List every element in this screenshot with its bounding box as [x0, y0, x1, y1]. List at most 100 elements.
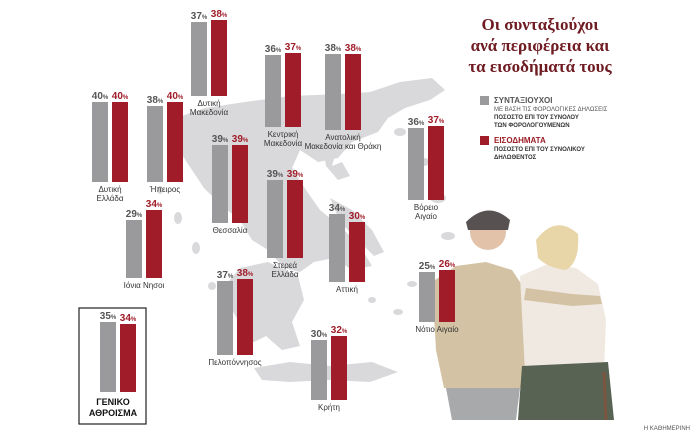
value-label-income-r12: 32% — [331, 325, 348, 336]
bar-income-r0 — [211, 20, 227, 96]
value-label-pensioners-r6: 39% — [267, 169, 284, 180]
value-label-pensioners-r11: 25% — [419, 261, 436, 272]
legend-income-desc-1: ΠΟΣΟΣΤΟ ΕΠΙ ΤΟΥ ΣΥΝΟΛΙΚΟΥ — [494, 147, 585, 153]
region-label-r11-1: Νότιο Αιγαίο — [415, 325, 459, 334]
bar-income-r1 — [112, 102, 128, 182]
region-group-r10: 37% 38% Πελοπόννησος — [208, 268, 261, 367]
region-label-r6-2: Ελλάδα — [272, 270, 299, 279]
bar-pensioners-r12 — [311, 340, 327, 400]
bar-income-r11 — [439, 270, 455, 322]
bar-income-r9 — [349, 222, 365, 282]
bar-pensioners-r11 — [419, 272, 435, 322]
value-label-income-r11: 26% — [439, 259, 456, 270]
woman-hair-shape — [536, 225, 579, 270]
bar-pensioners-r4 — [325, 54, 341, 130]
cane-shape — [602, 371, 608, 421]
title-line-1: Οι συνταξιούχοι — [481, 15, 599, 34]
bar-income-r6 — [287, 180, 303, 258]
bar-pensioners-r5 — [212, 145, 228, 223]
region-group-r9: 34%30% Αττική — [329, 203, 366, 294]
region-label-r5-1: Θεσσαλία — [213, 226, 248, 235]
region-label-r3-1: Κεντρική — [268, 130, 299, 139]
value-label-income-r2: 40% — [167, 91, 184, 102]
region-label-r1-1: Δυτική — [98, 185, 121, 194]
value-label-pensioners-r0: 37% — [191, 11, 208, 22]
value-label-pensioners-r9: 34% — [329, 203, 346, 214]
value-label-pensioners-r8: 29% — [126, 209, 143, 220]
region-group-r5: 39% 39% Θεσσαλία — [212, 134, 249, 235]
bar-pensioners-r6 — [267, 180, 283, 258]
man-cap-icon — [466, 210, 510, 230]
region-label-r2-1: Ήπειρος — [149, 185, 181, 194]
bar-pensioners-r8 — [126, 220, 142, 278]
value-label-pensioners-r2: 38% — [147, 95, 164, 106]
value-label-pensioners-r10: 37% — [217, 270, 234, 281]
region-group-r11: 25% 26% Νότιο Αιγαίο — [415, 259, 459, 334]
region-label-r6-1: Στερεά — [273, 261, 297, 270]
region-label-r3-2: Μακεδονία — [264, 139, 303, 148]
value-label-pensioners-r7: 36% — [408, 117, 425, 128]
title-block: Οι συνταξιούχοι ανά περιφέρεια και τα ει… — [468, 15, 612, 76]
region-label-r0-1: Δυτική — [197, 99, 220, 108]
value-label-income-r3: 37% — [285, 42, 302, 53]
legend-income-desc-2: ΔΗΛΩΘΕΝΤΟΣ — [494, 155, 537, 161]
bar-pensioners-r10 — [217, 281, 233, 355]
value-label-income-total: 34% — [120, 313, 137, 324]
legend-pensioners-desc-1: ΠΟΣΟΣΤΟ ΕΠΙ ΤΟΥ ΣΥΝΟΛΟΥ — [494, 115, 579, 121]
total-box-frame — [78, 307, 147, 425]
bar-income-r12 — [331, 336, 347, 400]
source-credit: Η ΚΑΘΗΜΕΡΙΝΗ — [644, 426, 690, 432]
bar-pensioners-total — [100, 322, 116, 392]
region-label-r12-1: Κρήτη — [318, 403, 340, 412]
value-label-pensioners-total: 35% — [100, 311, 117, 322]
region-label-r4-2: Μακεδονία και Θράκη — [305, 142, 382, 151]
woman-arm-shape — [524, 288, 602, 306]
bar-pensioners-r1 — [92, 102, 108, 182]
islands-map-shape — [157, 128, 462, 333]
value-label-income-r8: 34% — [146, 199, 163, 210]
value-label-pensioners-r12: 30% — [311, 329, 328, 340]
value-label-pensioners-r3: 36% — [265, 44, 282, 55]
man-legs-shape — [446, 388, 520, 420]
region-label-r10-1: Πελοπόννησος — [208, 358, 261, 367]
bar-income-r4 — [345, 54, 361, 130]
bar-pensioners-r3 — [265, 55, 281, 127]
bar-income-total — [120, 324, 136, 392]
value-label-income-r7: 37% — [428, 115, 445, 126]
bar-income-r3 — [285, 53, 301, 127]
region-label-r0-2: Μακεδονία — [190, 108, 229, 117]
mainland-north-map-shape — [170, 78, 445, 272]
total-label-2: ΑΘΡΟΙΣΜΑ — [89, 408, 138, 418]
legend-income-name: ΕΙΣΟΔΗΜΑΤΑ — [494, 136, 546, 145]
bar-pensioners-r0 — [191, 22, 207, 96]
man-torso-shape — [432, 262, 530, 388]
woman-skirt-shape — [518, 362, 614, 420]
value-label-pensioners-r4: 38% — [325, 43, 342, 54]
bar-income-r7 — [428, 126, 444, 200]
bar-pensioners-r7 — [408, 128, 424, 200]
region-group-r8: 29%34% Ιόνια Νησοι — [124, 199, 165, 290]
region-label-r8-1: Ιόνια Νησοι — [124, 281, 165, 290]
bar-income-r5 — [232, 145, 248, 223]
value-label-income-r4: 38% — [345, 43, 362, 54]
value-label-pensioners-r5: 39% — [212, 134, 229, 145]
value-label-income-r0: 38% — [211, 9, 228, 20]
title-line-3: τα εισοδήματά τους — [468, 57, 612, 76]
value-label-income-r5: 39% — [232, 134, 249, 145]
legend-pensioners-name: ΣΥΝΤΑΞΙΟΥΧΟΙ — [494, 96, 552, 105]
bar-income-r8 — [146, 210, 162, 278]
legend: ΣΥΝΤΑΞΙΟΥΧΟΙ ΜΕ ΒΑΣΗ ΤΙΣ ΦΟΡΟΛΟΓΙΚΕΣ ΔΗΛ… — [480, 96, 608, 161]
region-label-r7-2: Αιγαίο — [415, 212, 438, 221]
title-line-2: ανά περιφέρεια και — [471, 36, 610, 55]
value-label-income-r6: 39% — [287, 169, 304, 180]
chalkidiki-map-shape — [322, 140, 350, 180]
legend-swatch-income — [480, 136, 489, 145]
